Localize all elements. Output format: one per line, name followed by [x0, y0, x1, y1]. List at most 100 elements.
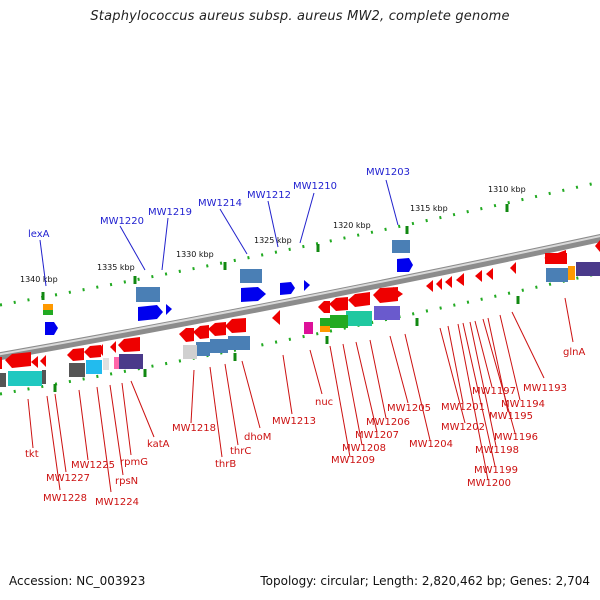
gene-label-bottom: MW1205 — [387, 403, 431, 414]
lower-scale-track — [0, 271, 600, 396]
gene-label-bottom: MW1227 — [46, 473, 90, 484]
feature-box — [228, 336, 250, 350]
scale-labels: 1310 kbp 1315 kbp 1320 kbp 1325 kbp 1330… — [20, 185, 526, 284]
gene-label-bottom: MW1207 — [355, 430, 399, 441]
feature-box — [210, 339, 228, 353]
gene-label-bottom: MW1198 — [475, 445, 519, 456]
reverse-features — [0, 240, 600, 387]
reverse-gene-arrow — [318, 301, 330, 313]
gene-label-bottom: dhoM — [244, 432, 271, 443]
gene-label-bottom: MW1194 — [501, 399, 545, 410]
reverse-gene-arrow — [67, 348, 84, 361]
feature-box — [0, 373, 6, 387]
reverse-gene-arrow — [31, 356, 38, 368]
feature-box — [576, 262, 600, 276]
gene-label-bottom: rpmG — [120, 457, 148, 468]
bottom-labels: glnA MW1193 MW1194 MW1195 MW1196 MW1197 … — [25, 347, 585, 508]
forward-gene-arrow — [280, 282, 295, 295]
gene-label-bottom: thrB — [215, 459, 236, 470]
genome-backbone — [0, 234, 600, 361]
reverse-gene-arrow — [426, 280, 433, 292]
reverse-gene-arrow — [272, 310, 280, 325]
gene-label-bottom: thrC — [230, 446, 251, 457]
genome-title: Staphylococcus aureus subsp. aureus MW2,… — [90, 9, 510, 24]
reverse-gene-arrow — [110, 341, 116, 353]
feature-box — [119, 354, 143, 369]
feature-box — [546, 268, 568, 282]
reverse-gene-arrow — [373, 287, 398, 303]
gene-label-top: MW1212 — [247, 190, 291, 201]
gene-label-bottom: MW1200 — [467, 478, 511, 489]
reverse-gene-arrow — [84, 345, 101, 358]
feature-box — [392, 240, 410, 253]
feature-box — [86, 360, 102, 374]
feature-box — [136, 287, 160, 302]
feature-box — [42, 370, 46, 384]
forward-gene-arrow — [304, 280, 310, 291]
gene-label-bottom: MW1209 — [331, 455, 375, 466]
scale-label: 1315 kbp — [410, 204, 448, 213]
forward-gene-arrow — [138, 305, 163, 321]
feature-box — [320, 318, 330, 326]
scale-label: 1335 kbp — [97, 263, 135, 272]
upper-major-ticks — [41, 204, 509, 300]
scale-label: 1320 kbp — [333, 221, 371, 230]
reverse-gene-arrow — [445, 276, 452, 288]
gene-label-bottom: nuc — [315, 397, 333, 408]
feature-box — [69, 363, 85, 377]
gene-label-bottom: MW1218 — [172, 423, 216, 434]
scale-label: 1325 kbp — [254, 236, 292, 245]
gene-label-top: MW1214 — [198, 198, 242, 209]
reverse-gene-arrow — [40, 355, 46, 367]
feature-box — [196, 342, 210, 356]
gene-label-top: MW1219 — [148, 207, 192, 218]
reverse-gene-arrow — [329, 297, 348, 311]
feature-box — [8, 371, 42, 386]
reverse-gene-arrow — [475, 270, 482, 282]
top-labels: MW1203 MW1210 MW1212 MW1214 MW1219 MW122… — [28, 167, 410, 240]
scale-label: 1330 kbp — [176, 250, 214, 259]
gene-label-top: MW1210 — [293, 181, 337, 192]
gene-label-bottom: MW1196 — [494, 432, 538, 443]
feature-box — [330, 315, 348, 328]
feature-box — [346, 311, 372, 326]
reverse-gene-arrow — [486, 268, 493, 280]
gene-label-bottom: MW1201 — [441, 402, 485, 413]
gene-label-bottom: MW1204 — [409, 439, 453, 450]
reverse-gene-arrow — [193, 325, 209, 339]
forward-gene-arrow — [45, 322, 58, 335]
reverse-gene-arrow — [118, 337, 140, 352]
accession-text: Accession: NC_003923 — [9, 574, 146, 588]
upper-scale-track — [0, 180, 600, 307]
reverse-gene-arrow — [225, 318, 246, 333]
gene-label-bottom: katA — [147, 439, 170, 450]
feature-box — [304, 322, 313, 334]
gene-label-bottom: MW1193 — [523, 383, 567, 394]
lower-major-ticks — [53, 296, 520, 392]
reverse-gene-arrow — [179, 328, 194, 342]
reverse-gene-arrow — [348, 292, 370, 307]
top-leader-lines — [39, 179, 399, 287]
gene-label-bottom: MW1199 — [474, 465, 518, 476]
reverse-gene-arrow — [456, 273, 464, 286]
gene-label-bottom: MW1202 — [441, 422, 485, 433]
reverse-gene-arrow — [510, 262, 516, 274]
reverse-gene-arrow — [545, 253, 567, 264]
gene-label-top: lexA — [28, 229, 50, 240]
forward-gene-arrow — [397, 258, 413, 272]
scale-label: 1340 kbp — [20, 275, 58, 284]
gene-label-bottom: MW1213 — [272, 416, 316, 427]
feature-box — [183, 345, 197, 359]
bottom-leader-lines — [27, 297, 574, 493]
gene-label-bottom: MW1197 — [472, 386, 516, 397]
gene-label-bottom: glnA — [563, 347, 585, 358]
gene-label-bottom: MW1224 — [95, 497, 139, 508]
gene-label-bottom: MW1195 — [489, 411, 533, 422]
genome-backbone-highlight — [0, 235, 600, 356]
feature-box — [103, 358, 109, 370]
feature-box — [374, 306, 400, 320]
gene-label-bottom: MW1206 — [366, 417, 410, 428]
feature-box — [568, 266, 575, 280]
forward-gene-arrow — [166, 304, 172, 315]
